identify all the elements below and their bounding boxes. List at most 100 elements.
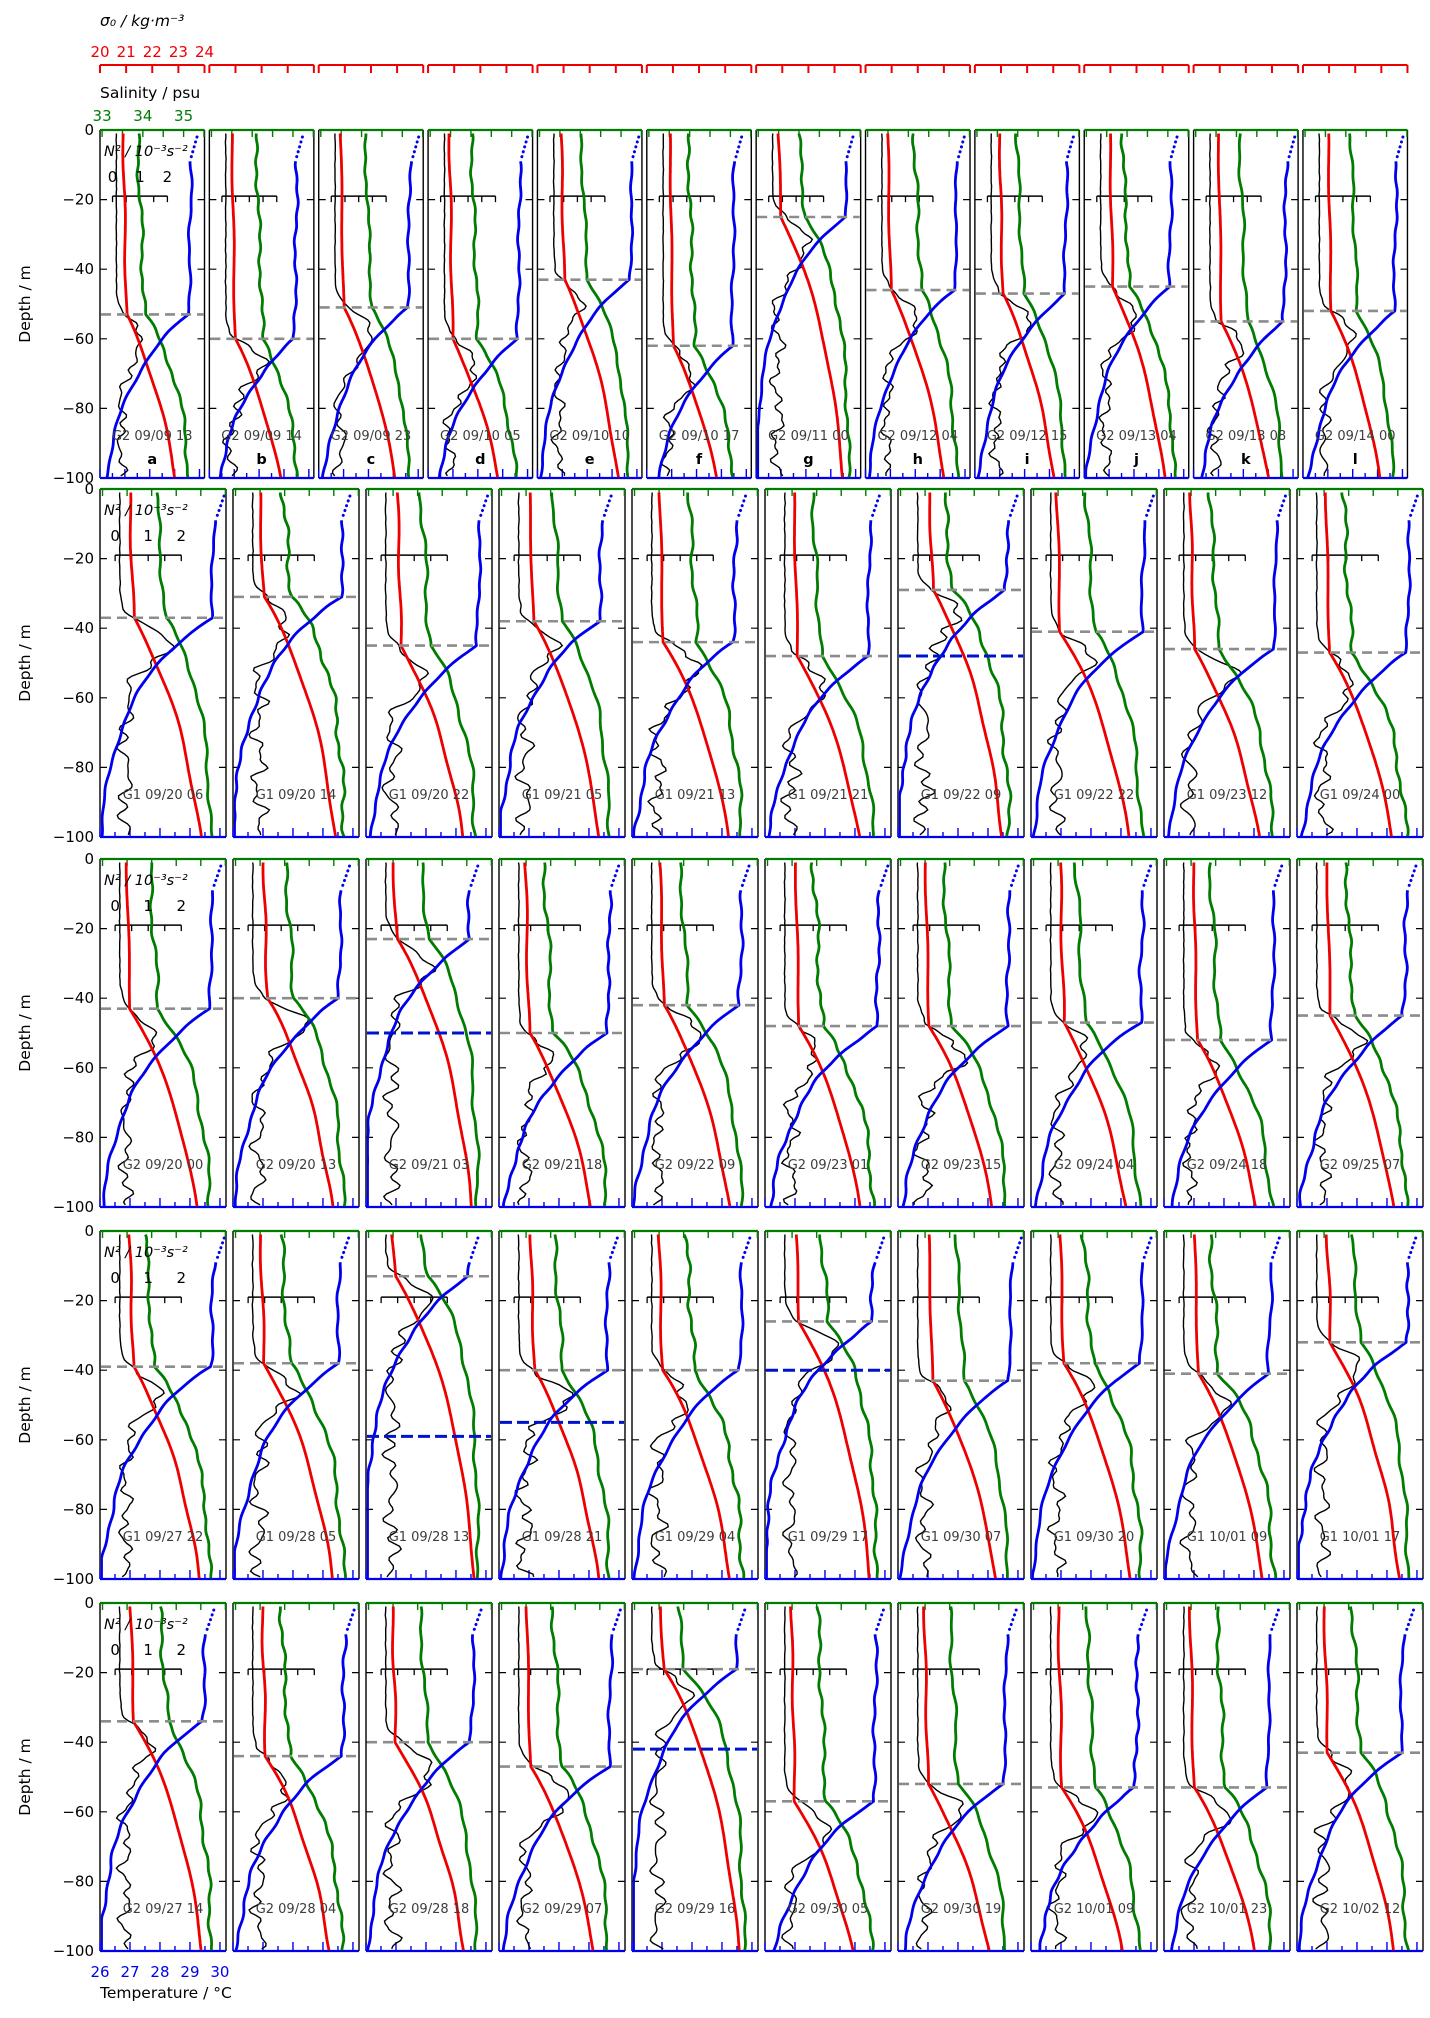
station-label: G2 09/09 13 (112, 429, 193, 444)
sigma-curve (528, 492, 600, 837)
station-label: G2 09/20 00 (123, 1158, 204, 1173)
temperature-curve-dotted-surface (879, 864, 890, 889)
n2-axis-title: N² / 10⁻³s⁻² (104, 873, 188, 889)
profile-panel (1192, 64, 1300, 480)
temperature-curve (368, 520, 483, 837)
temperature-curve (1031, 1262, 1145, 1579)
salinity-curve (550, 492, 611, 837)
salinity-curve (818, 1234, 879, 1579)
temperature-curve (100, 1262, 218, 1579)
n2-curve (987, 133, 1032, 477)
salinity-curve (144, 1234, 213, 1579)
sigma-curve (658, 862, 732, 1207)
sigma-curve (789, 1606, 855, 1951)
profile-panel (1296, 1601, 1424, 1953)
station-label: G1 09/22 09 (921, 788, 1002, 803)
temperature-curve-dotted-surface (411, 135, 421, 160)
salinity-curve (421, 862, 481, 1207)
sigma-curve (656, 1234, 731, 1579)
sigma-tick-label: 23 (169, 43, 188, 61)
temperature-curve (632, 890, 745, 1207)
depth-tick-label: −20 (62, 550, 94, 568)
temperature-curve-dotted-surface (189, 135, 199, 160)
temperature-curve (898, 520, 1011, 837)
depth-tick-label: −40 (62, 1361, 94, 1379)
depth-tick-label: −60 (62, 689, 94, 707)
profile-panel (365, 1229, 493, 1581)
n2-axis-title: N² / 10⁻³s⁻² (104, 1245, 188, 1261)
profile-panel (1030, 487, 1158, 839)
depth-tick-label: −100 (53, 828, 94, 846)
n2-curve (514, 492, 564, 836)
profile-panel (631, 1601, 759, 1953)
n2-curve (1046, 1606, 1099, 1949)
temperature-curve (1306, 161, 1399, 478)
sigma-tick-label: 21 (117, 43, 136, 61)
depth-tick-label: −100 (53, 1942, 94, 1960)
station-label: G2 09/30 19 (921, 1902, 1002, 1917)
panel-letter: j (1133, 452, 1139, 468)
temperature-curve-dotted-surface (478, 494, 489, 519)
sigma-curve (998, 133, 1056, 478)
station-label: G2 09/10 10 (549, 429, 630, 444)
n2-curve (1046, 1234, 1096, 1577)
salinity-curve (1343, 862, 1410, 1207)
profile-panel (973, 64, 1081, 480)
profile-panel (317, 64, 425, 480)
temperature-curve-dotted-surface (215, 494, 226, 519)
depth-tick-label: −20 (62, 191, 94, 209)
n2-tick-label: 2 (176, 897, 186, 915)
salinity-curve (1207, 1234, 1278, 1579)
sigma-curve (1056, 1606, 1124, 1951)
station-label: G2 09/11 00 (768, 429, 849, 444)
salinity-curve (797, 133, 852, 478)
profile-panel (764, 1229, 892, 1581)
temperature-curve-dotted-surface (1270, 1236, 1281, 1261)
profile-panel (1030, 1229, 1158, 1581)
n2-curve (115, 1606, 157, 1950)
n2-curve (1179, 1234, 1233, 1578)
n2-curve (248, 862, 310, 1206)
temperature-curve-dotted-surface (1137, 1608, 1149, 1633)
n2-curve (1206, 133, 1245, 477)
sigma-curve (659, 1606, 741, 1951)
profile-panel (427, 64, 534, 480)
salinity-axis-title: Salinity / psu (100, 84, 201, 102)
sigma-curve (260, 1606, 331, 1951)
salinity-curve (363, 133, 411, 478)
sigma-curve (447, 133, 499, 478)
depth-tick-label: −80 (62, 1872, 94, 1890)
profile-panel (99, 1229, 227, 1581)
n2-curve (648, 1606, 696, 1950)
panel-letter: c (367, 452, 376, 468)
temperature-curve (321, 161, 413, 478)
n2-tick-label: 0 (108, 168, 118, 186)
n2-tick-label: 2 (163, 168, 173, 186)
depth-axis-title: Depth / m (16, 265, 34, 342)
profile-panel (897, 487, 1025, 839)
temperature-curve-dotted-surface (205, 1608, 216, 1633)
temperature-curve (657, 161, 737, 478)
temperature-curve-dotted-surface (1008, 494, 1019, 519)
sigma-curve (1327, 133, 1382, 478)
n2-curve (1046, 492, 1099, 836)
n2-curve (1182, 862, 1221, 1206)
n2-curve (915, 1606, 964, 1950)
temperature-curve (976, 161, 1070, 478)
profile-panel (897, 857, 1025, 1209)
station-label: G1 09/20 22 (389, 788, 470, 803)
depth-tick-label: −60 (62, 330, 94, 348)
sigma-curve (1192, 862, 1257, 1207)
temperature-curve (903, 1634, 1010, 1951)
depth-tick-label: 0 (84, 1594, 94, 1612)
salinity-tick-label: 35 (174, 107, 193, 125)
temperature-curve-dotted-surface (1395, 135, 1405, 160)
n2-curve (1313, 1234, 1361, 1578)
salinity-curve (417, 492, 478, 837)
salinity-curve (682, 1233, 746, 1579)
profile-panel (99, 857, 227, 1209)
station-label: G2 09/29 07 (522, 1902, 603, 1917)
temperature-curve-dotted-surface (1009, 864, 1020, 889)
station-label: G2 09/09 23 (331, 429, 412, 444)
